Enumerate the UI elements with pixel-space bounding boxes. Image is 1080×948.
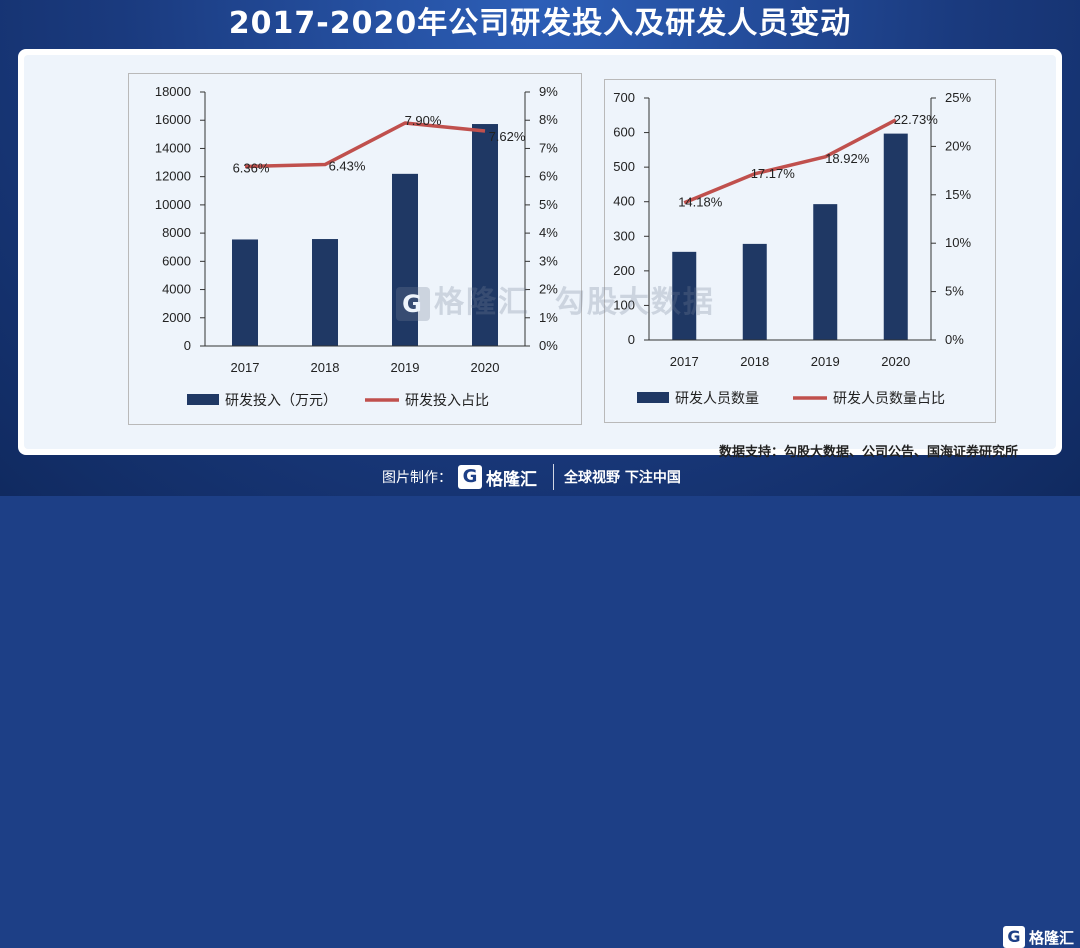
- chart-rd-staff: 0 100 200 300 400 500 600 700 0% 5% 10% 15% 20% 25% 20…: [604, 79, 996, 423]
- bar: [742, 243, 767, 340]
- legend-bar-label: 研发人员数量: [675, 391, 759, 407]
- bar: [472, 124, 498, 346]
- y-right-tick-label: 5%: [945, 284, 964, 299]
- legend-bar-swatch: [187, 394, 219, 405]
- legend-line-label: 研发人员数量占比: [833, 391, 945, 407]
- y-left-tick-label: 14000: [155, 140, 191, 155]
- y-left-tick-label: 16000: [155, 112, 191, 127]
- legend-bar-swatch: [637, 392, 669, 403]
- bar: [392, 173, 418, 346]
- brand-logo: G 格隆汇: [458, 465, 537, 490]
- line-data-label: 18.92%: [825, 151, 870, 166]
- x-tick-label: 2017: [670, 354, 699, 369]
- y-right-tick-label: 0%: [945, 332, 964, 347]
- bar: [232, 239, 258, 346]
- y-right-tick-label: 9%: [539, 84, 558, 99]
- line-series: [244, 121, 486, 169]
- bar: [312, 239, 338, 346]
- brand-logo-icon: G: [458, 465, 482, 489]
- y-left-tick-label: 2000: [162, 310, 191, 325]
- line-data-label: 22.73%: [894, 112, 939, 127]
- x-tick-label: 2020: [471, 360, 500, 375]
- y-left-tick-label: 10000: [155, 197, 191, 212]
- footer-inner: 图片制作： G 格隆汇 全球视野 下注中国: [382, 462, 681, 492]
- made-by-label: 图片制作：: [382, 470, 452, 486]
- x-tick-label: 2019: [811, 354, 840, 369]
- y-right-tick-label: 20%: [945, 138, 971, 153]
- y-right-tick-label: 4%: [539, 225, 558, 240]
- y-right-tick-label: 2%: [539, 282, 558, 297]
- line-data-label: 14.18%: [678, 195, 723, 210]
- chart-rd-investment: 0 2000 4000 6000 8000 10000 12000 14000 16000 180…: [128, 73, 582, 425]
- x-tick-label: 2017: [231, 360, 260, 375]
- y-left-tick-label: 18000: [155, 84, 191, 99]
- y-left-tick-label: 500: [613, 159, 635, 174]
- bar: [672, 251, 697, 340]
- footer-divider: [553, 464, 554, 490]
- y-left-tick-label: 0: [628, 332, 635, 347]
- brand-logo-text: 格隆汇: [486, 469, 537, 490]
- y-left-tick-label: 4000: [162, 282, 191, 297]
- y-right-tick-label: 10%: [945, 235, 971, 250]
- footer: 图片制作： G 格隆汇 全球视野 下注中国 G 格隆汇: [0, 458, 1080, 948]
- y-left-tick-label: 0: [184, 338, 191, 353]
- page-title: 2017-2020年公司研发投入及研发人员变动: [228, 6, 852, 41]
- content-panel: 0 2000 4000 6000 8000 10000 12000 14000 16000 180…: [18, 49, 1062, 460]
- y-left-tick-label: 200: [613, 263, 635, 278]
- bar: [813, 204, 838, 340]
- y-left-tick-label: 100: [613, 297, 635, 312]
- y-right-tick-label: 0%: [539, 338, 558, 353]
- line-data-label: 6.43%: [329, 159, 366, 174]
- content-panel-inner: 0 2000 4000 6000 8000 10000 12000 14000 16000 180…: [24, 55, 1056, 460]
- y-left-tick-label: 6000: [162, 253, 191, 268]
- y-left-tick-label: 400: [613, 194, 635, 209]
- y-right-tick-label: 3%: [539, 253, 558, 268]
- data-source: 数据支持：勾股大数据、公司公告、国海证券研究所: [718, 445, 1018, 460]
- y-right-tick-label: 6%: [539, 169, 558, 184]
- x-tick-label: 2018: [740, 354, 769, 369]
- corner-logo: G 格隆汇: [1002, 926, 1074, 948]
- y-right-tick-label: 1%: [539, 310, 558, 325]
- corner-logo-text: 格隆汇: [1028, 928, 1074, 947]
- line-data-label: 17.17%: [751, 166, 796, 181]
- y-left-tick-label: 8000: [162, 225, 191, 240]
- chart-rd-investment-svg: 0 2000 4000 6000 8000 10000 12000 14000 16000 180…: [155, 84, 558, 409]
- line-data-label: 7.62%: [489, 129, 526, 144]
- bar: [883, 133, 908, 340]
- y-left-tick-label: 12000: [155, 169, 191, 184]
- y-right-tick-label: 7%: [539, 140, 558, 155]
- corner-logo-icon: G: [1002, 926, 1025, 948]
- x-tick-label: 2019: [391, 360, 420, 375]
- y-right-tick-label: 25%: [945, 90, 971, 105]
- line-data-label: 6.36%: [233, 161, 270, 176]
- y-right-tick-label: 5%: [539, 197, 558, 212]
- y-left-tick-label: 600: [613, 125, 635, 140]
- slogan: 全球视野 下注中国: [564, 470, 681, 486]
- x-tick-label: 2020: [881, 354, 910, 369]
- y-right-tick-label: 15%: [945, 187, 971, 202]
- line-data-label: 7.90%: [405, 113, 442, 128]
- x-tick-label: 2018: [311, 360, 340, 375]
- y-left-tick-label: 300: [613, 228, 635, 243]
- legend-bar-label: 研发投入（万元）: [225, 393, 337, 409]
- line-series: [683, 118, 897, 205]
- y-right-tick-label: 8%: [539, 112, 558, 127]
- legend-line-label: 研发投入占比: [405, 393, 489, 409]
- chart-rd-staff-svg: 0 100 200 300 400 500 600 700 0% 5% 10% 15% 20% 25% 20…: [613, 90, 971, 407]
- y-left-tick-label: 700: [613, 90, 635, 105]
